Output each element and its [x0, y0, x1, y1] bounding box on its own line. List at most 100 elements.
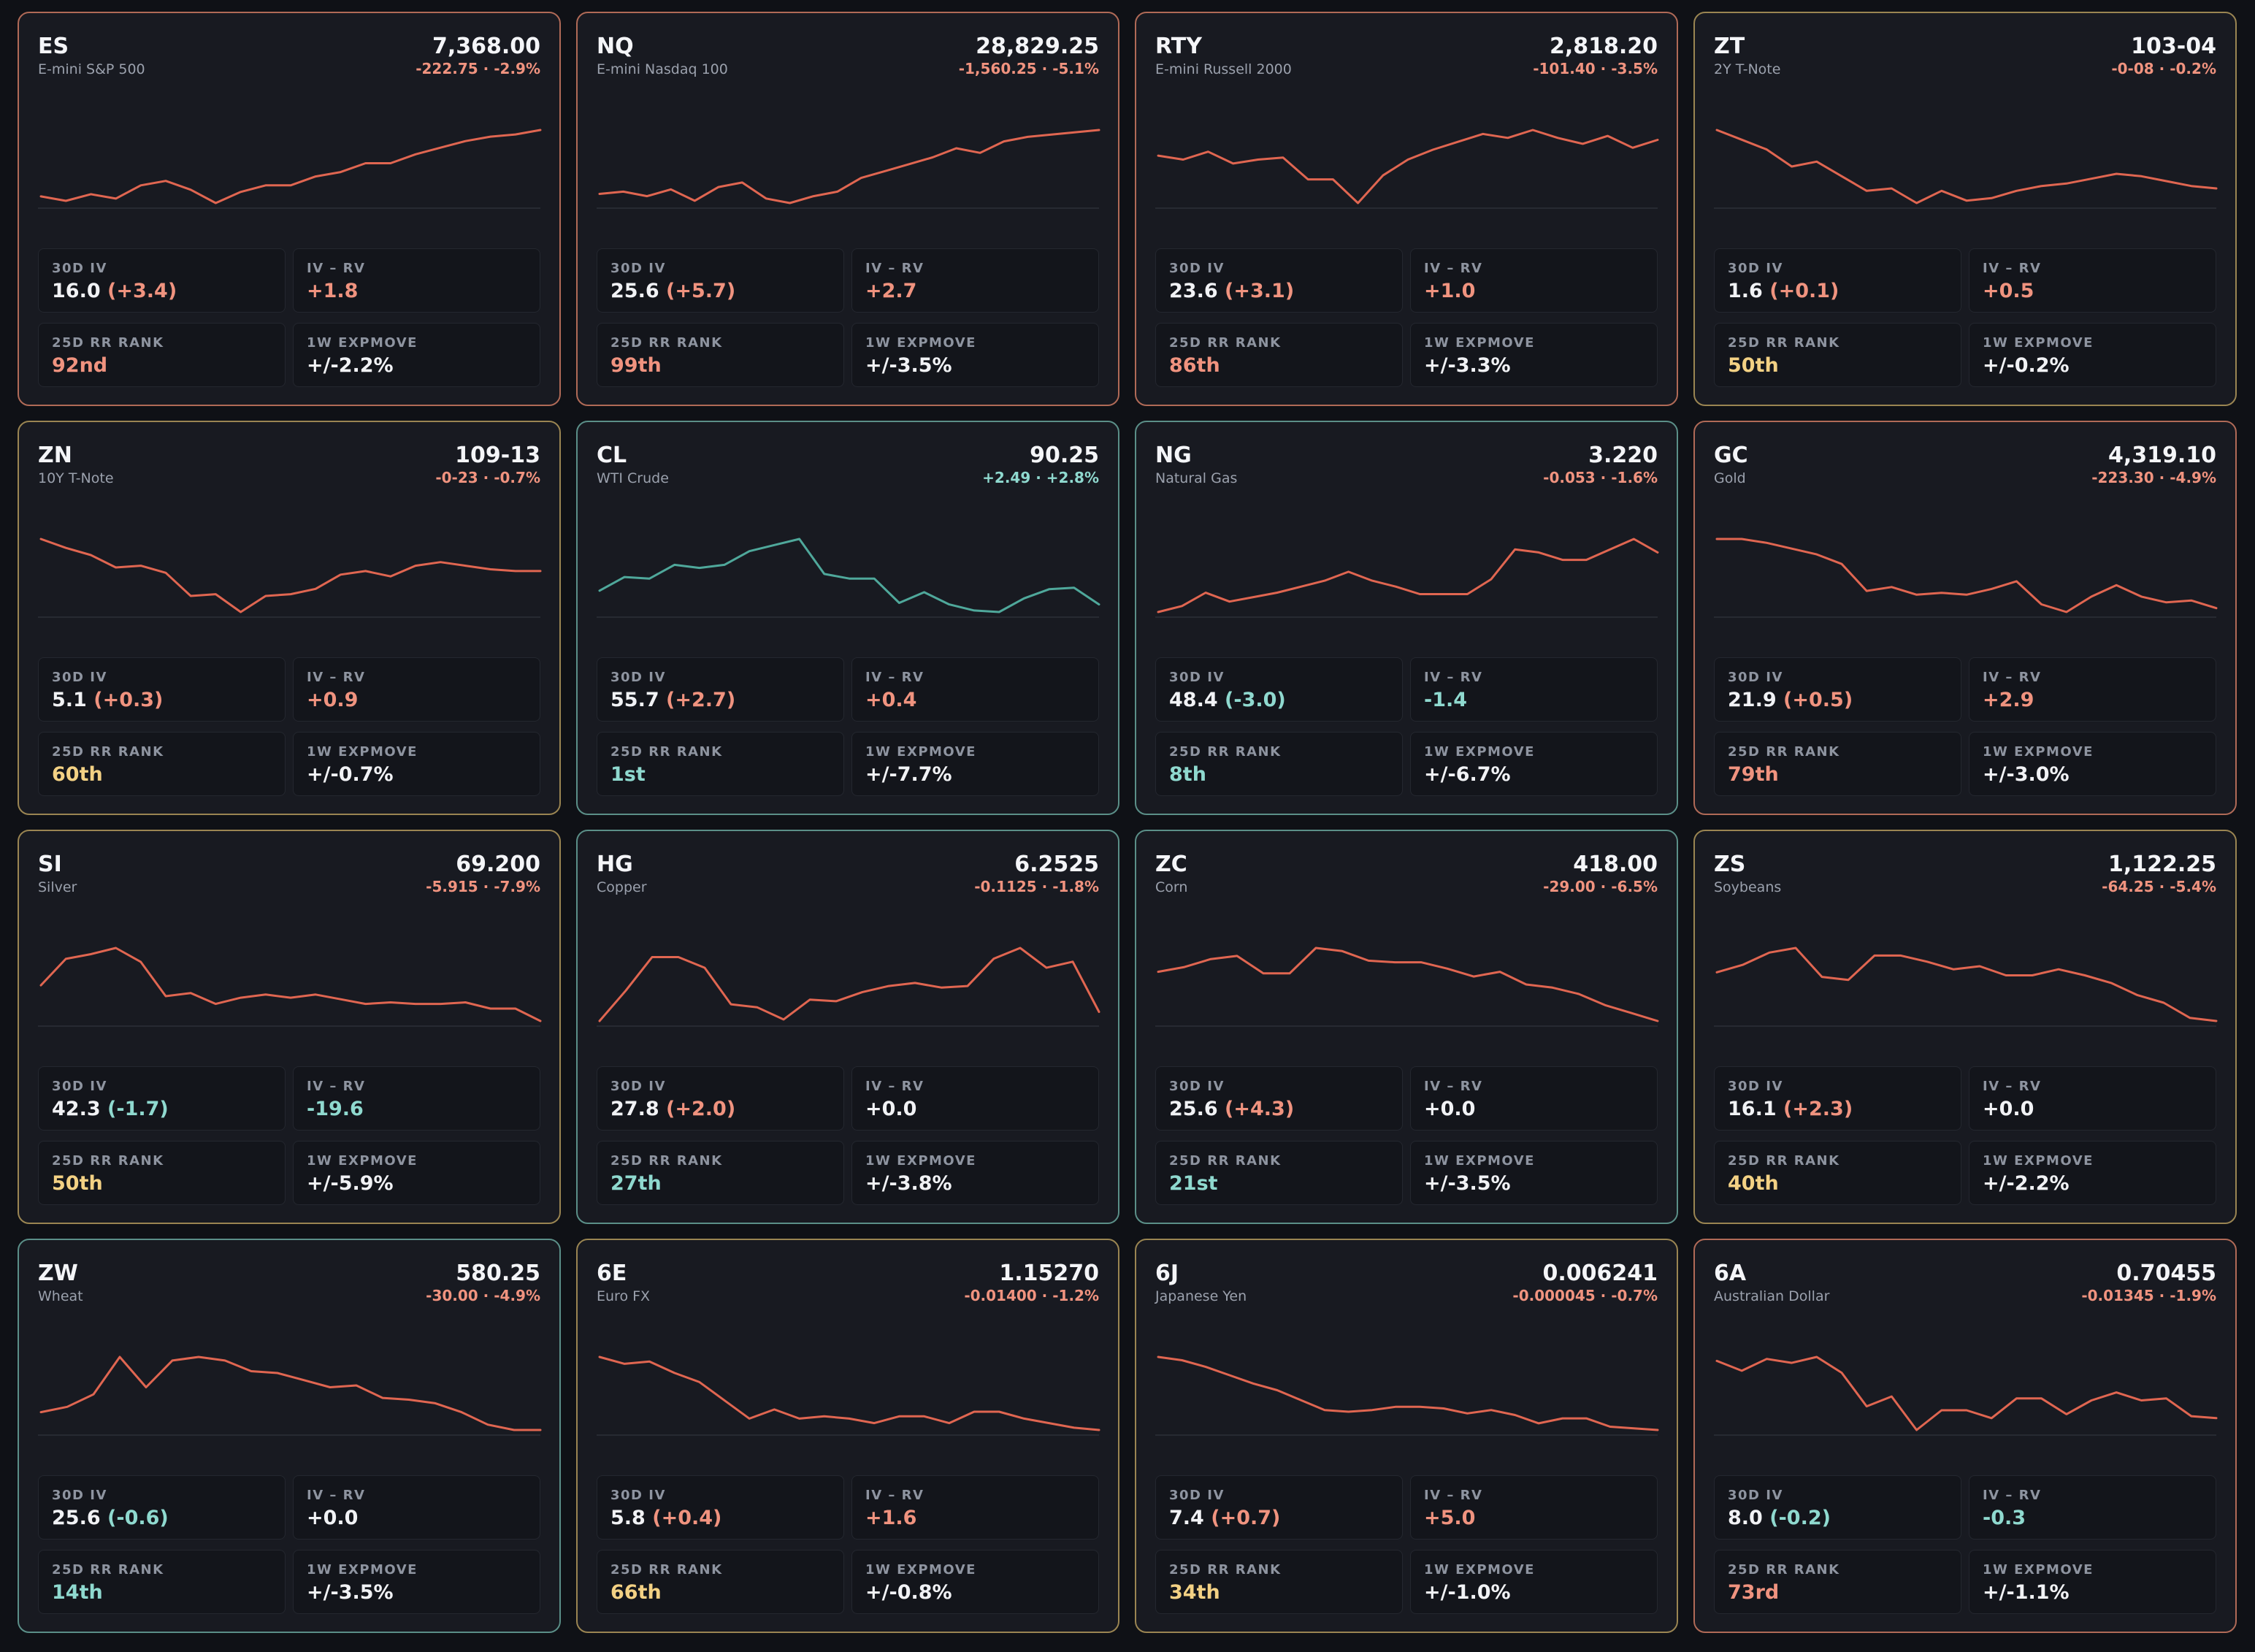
- stat-label: 1W EXPMOVE: [865, 1562, 976, 1578]
- price-change: -0.053 · -1.6%: [1543, 469, 1658, 486]
- expmove-value: +/-2.2%: [1983, 1172, 2070, 1195]
- expmove-value: +/-3.3%: [1424, 354, 1511, 377]
- instrument-name: Wheat: [38, 1288, 83, 1304]
- sparkline-baseline: [1155, 1025, 1658, 1027]
- stat-label: 25D RR RANK: [1728, 1153, 1840, 1169]
- stat-expmove: 1W EXPMOVE +/-3.8%: [851, 1141, 1099, 1205]
- stat-iv-rv: IV – RV +0.0: [851, 1066, 1099, 1131]
- stat-iv30: 30D IV 1.6 (+0.1): [1714, 248, 1961, 313]
- stat-value: 25.6 (+5.7): [610, 280, 735, 302]
- market-card-rty[interactable]: RTY E-mini Russell 2000 2,818.20 -101.40…: [1135, 12, 1678, 406]
- symbol: ZT: [1714, 34, 1745, 59]
- sparkline-line: [598, 538, 1100, 613]
- stat-iv30: 30D IV 23.6 (+3.1): [1155, 248, 1403, 313]
- stats-grid: 30D IV 1.6 (+0.1) IV – RV +0.5 25D RR RA…: [1714, 248, 2216, 387]
- market-card-ng[interactable]: NG Natural Gas 3.220 -0.053 · -1.6% 30D …: [1135, 421, 1678, 815]
- iv-rv-value: +0.4: [865, 689, 917, 711]
- iv-rv-value: -0.3: [1983, 1507, 2026, 1529]
- iv30-delta: (+2.0): [666, 1098, 736, 1120]
- stat-label: 1W EXPMOVE: [865, 744, 976, 760]
- stat-value: 7.4 (+0.7): [1169, 1507, 1280, 1529]
- last-price: 4,319.10: [2107, 443, 2216, 468]
- iv30-delta: (+2.3): [1783, 1098, 1853, 1120]
- expmove-value: +/-0.8%: [865, 1581, 952, 1604]
- sparkline-baseline: [1155, 1434, 1658, 1436]
- sparkline-chart: [598, 538, 1100, 613]
- expmove-value: +/-3.0%: [1983, 763, 2070, 786]
- price-change: +2.49 · +2.8%: [982, 469, 1099, 486]
- stat-iv30: 30D IV 25.6 (+4.3): [1155, 1066, 1403, 1131]
- stat-rr-rank: 25D RR RANK 60th: [38, 732, 286, 796]
- stat-expmove: 1W EXPMOVE +/-2.2%: [1969, 1141, 2216, 1205]
- iv30-value: 5.1: [52, 689, 87, 711]
- stat-label: 30D IV: [1728, 1488, 1783, 1503]
- sparkline-line: [39, 1355, 542, 1431]
- stat-rr-rank: 25D RR RANK 27th: [597, 1141, 844, 1205]
- stat-label: IV – RV: [1983, 1488, 2042, 1503]
- stat-label: 25D RR RANK: [610, 1153, 723, 1169]
- price-change: -222.75 · -2.9%: [416, 60, 540, 77]
- iv30-value: 16.0: [52, 280, 101, 302]
- market-card-zw[interactable]: ZW Wheat 580.25 -30.00 · -4.9% 30D IV 25…: [18, 1239, 561, 1633]
- stat-value: 25.6 (-0.6): [52, 1507, 169, 1529]
- price-change: -30.00 · -4.9%: [426, 1287, 540, 1304]
- iv-rv-value: +1.6: [865, 1507, 917, 1529]
- stat-rr-rank: 25D RR RANK 73rd: [1714, 1550, 1961, 1614]
- instrument-name: E-mini S&P 500: [38, 61, 145, 77]
- instrument-name: E-mini Nasdaq 100: [597, 61, 728, 77]
- sparkline-chart: [1157, 947, 1659, 1022]
- expmove-value: +/-0.7%: [307, 763, 394, 786]
- stat-label: 30D IV: [1169, 1079, 1225, 1094]
- stat-label: 1W EXPMOVE: [1424, 1153, 1535, 1169]
- stat-label: IV – RV: [865, 670, 924, 685]
- stat-label: 30D IV: [52, 670, 107, 685]
- market-card-zn[interactable]: ZN 10Y T-Note 109-13 -0-23 · -0.7% 30D I…: [18, 421, 561, 815]
- stat-value: 48.4 (-3.0): [1169, 689, 1286, 711]
- market-card-zc[interactable]: ZC Corn 418.00 -29.00 · -6.5% 30D IV 25.…: [1135, 830, 1678, 1224]
- sparkline-chart: [39, 947, 542, 1022]
- stats-grid: 30D IV 48.4 (-3.0) IV – RV -1.4 25D RR R…: [1155, 657, 1658, 796]
- iv-rv-value: +1.8: [307, 280, 359, 302]
- stat-label: 30D IV: [1728, 1079, 1783, 1094]
- market-card-es[interactable]: ES E-mini S&P 500 7,368.00 -222.75 · -2.…: [18, 12, 561, 406]
- sparkline-chart: [1157, 538, 1659, 613]
- iv30-delta: (-0.6): [107, 1507, 169, 1529]
- expmove-value: +/-6.7%: [1424, 763, 1511, 786]
- sparkline-baseline: [38, 1434, 540, 1436]
- instrument-name: Silver: [38, 879, 77, 895]
- stat-iv-rv: IV – RV +2.9: [1969, 657, 2216, 722]
- sparkline-chart: [1715, 538, 2218, 613]
- iv30-delta: (+0.4): [652, 1507, 722, 1529]
- symbol: GC: [1714, 443, 1748, 468]
- rr-rank-value: 79th: [1728, 763, 1779, 786]
- expmove-value: +/-3.8%: [865, 1172, 952, 1195]
- iv30-delta: (-3.0): [1225, 689, 1286, 711]
- iv30-delta: (+3.1): [1225, 280, 1295, 302]
- stat-value: 16.1 (+2.3): [1728, 1098, 1853, 1120]
- market-card-6j[interactable]: 6J Japanese Yen 0.006241 -0.000045 · -0.…: [1135, 1239, 1678, 1633]
- market-card-nq[interactable]: NQ E-mini Nasdaq 100 28,829.25 -1,560.25…: [576, 12, 1119, 406]
- market-card-6a[interactable]: 6A Australian Dollar 0.70455 -0.01345 · …: [1693, 1239, 2237, 1633]
- market-card-gc[interactable]: GC Gold 4,319.10 -223.30 · -4.9% 30D IV …: [1693, 421, 2237, 815]
- market-card-hg[interactable]: HG Copper 6.2525 -0.1125 · -1.8% 30D IV …: [576, 830, 1119, 1224]
- stat-label: IV – RV: [1424, 670, 1483, 685]
- stat-expmove: 1W EXPMOVE +/-1.0%: [1410, 1550, 1658, 1614]
- market-card-cl[interactable]: CL WTI Crude 90.25 +2.49 · +2.8% 30D IV …: [576, 421, 1119, 815]
- price-change: -0-08 · -0.2%: [2111, 60, 2216, 77]
- last-price: 0.006241: [1542, 1261, 1658, 1286]
- stat-iv-rv: IV – RV +5.0: [1410, 1475, 1658, 1540]
- last-price: 1.15270: [999, 1261, 1099, 1286]
- market-card-zt[interactable]: ZT 2Y T-Note 103-04 -0-08 · -0.2% 30D IV…: [1693, 12, 2237, 406]
- market-card-6e[interactable]: 6E Euro FX 1.15270 -0.01400 · -1.2% 30D …: [576, 1239, 1119, 1633]
- market-card-zs[interactable]: ZS Soybeans 1,122.25 -64.25 · -5.4% 30D …: [1693, 830, 2237, 1224]
- stat-rr-rank: 25D RR RANK 50th: [1714, 323, 1961, 387]
- stat-rr-rank: 25D RR RANK 92nd: [38, 323, 286, 387]
- stat-rr-rank: 25D RR RANK 34th: [1155, 1550, 1403, 1614]
- iv30-value: 42.3: [52, 1098, 101, 1120]
- stats-grid: 30D IV 55.7 (+2.7) IV – RV +0.4 25D RR R…: [597, 657, 1099, 796]
- market-card-si[interactable]: SI Silver 69.200 -5.915 · -7.9% 30D IV 4…: [18, 830, 561, 1224]
- stats-grid: 30D IV 16.0 (+3.4) IV – RV +1.8 25D RR R…: [38, 248, 540, 387]
- iv30-delta: (+0.5): [1783, 689, 1853, 711]
- stat-label: 25D RR RANK: [1728, 1562, 1840, 1578]
- iv30-delta: (+5.7): [666, 280, 736, 302]
